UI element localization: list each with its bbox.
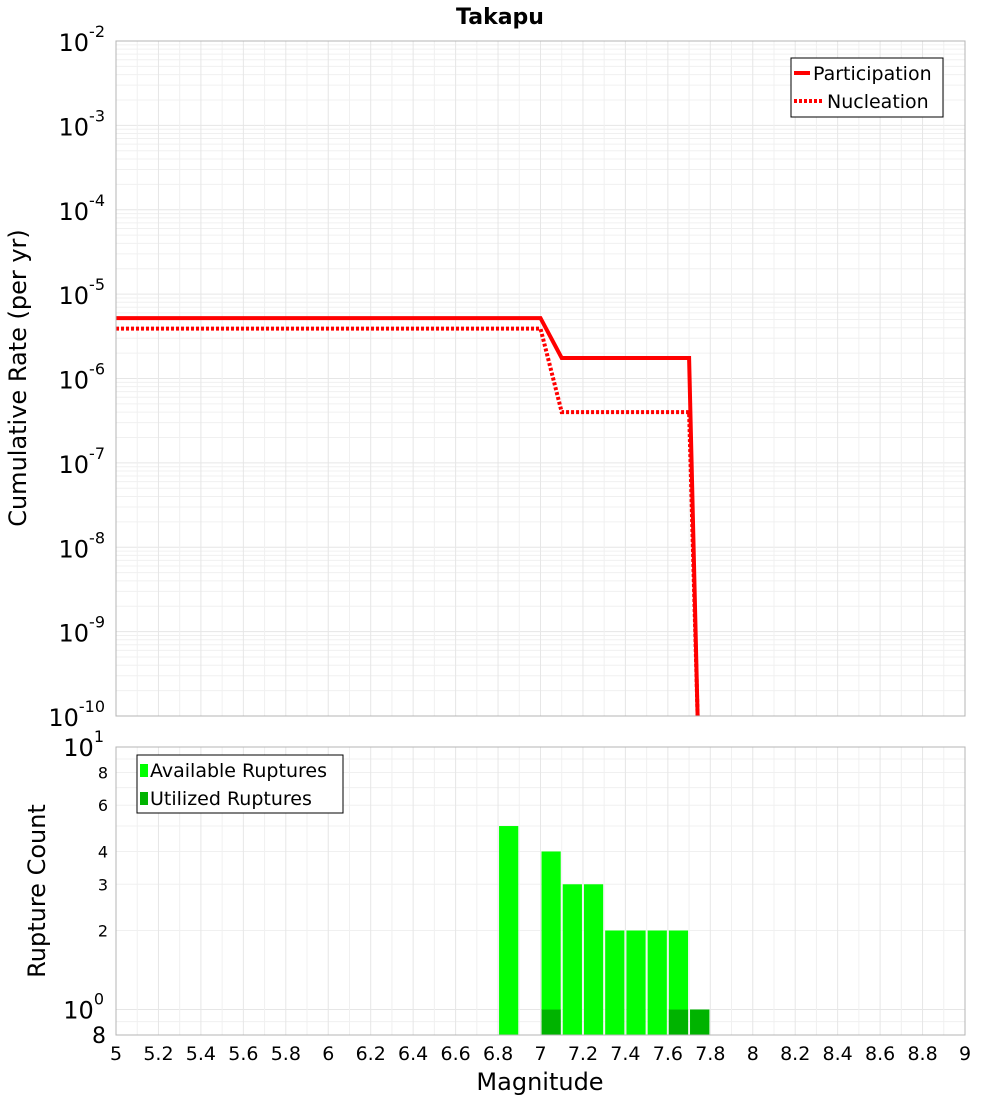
x-tick-label: 8.4 xyxy=(823,1043,853,1065)
x-tick-label: 7.8 xyxy=(695,1043,725,1065)
x-tick-label: 8 xyxy=(747,1043,759,1065)
utilized-rupture-bar xyxy=(690,1009,710,1035)
rate-y-tick-label: 10-3 xyxy=(59,106,106,141)
legend-label-utilized: Utilized Ruptures xyxy=(150,788,312,810)
count-y-minor-tick-label: 4 xyxy=(98,842,108,861)
count-legend: Available Ruptures Utilized Ruptures xyxy=(136,754,344,814)
x-tick-label: 5.4 xyxy=(186,1043,216,1065)
x-tick-label: 6.2 xyxy=(356,1043,386,1065)
available-rupture-bar xyxy=(647,930,667,1035)
x-tick-label: 8.8 xyxy=(907,1043,937,1065)
x-tick-label: 5.8 xyxy=(271,1043,301,1065)
x-tick-label: 7.6 xyxy=(653,1043,683,1065)
rate-plot-frame xyxy=(115,40,966,717)
available-rupture-bar xyxy=(562,884,582,1035)
available-rupture-bar xyxy=(605,930,625,1035)
rate-y-tick-exponent: -2 xyxy=(89,22,105,41)
rate-y-tick-label: 10-6 xyxy=(59,360,106,395)
rate-y-tick-exponent: -7 xyxy=(89,444,105,463)
legend-label-participation: Participation xyxy=(813,63,932,85)
rate-grid xyxy=(115,40,966,717)
count-y-tick-exponent: 0 xyxy=(94,990,104,1009)
legend-label-nucleation: Nucleation xyxy=(827,91,929,113)
count-y-minor-tick-label: 8 xyxy=(92,1024,106,1049)
legend-swatch-available xyxy=(140,764,148,777)
x-tick-label: 8.6 xyxy=(865,1043,895,1065)
count-plot-frame xyxy=(115,746,966,1036)
x-tick-label: 6.8 xyxy=(483,1043,513,1065)
count-y-minor-tick-label: 3 xyxy=(98,875,108,894)
legend-label-available: Available Ruptures xyxy=(150,760,327,782)
rate-legend-box xyxy=(790,57,944,118)
count-y-minor-tick-label: 8 xyxy=(98,763,108,782)
rate-legend: Participation Nucleation xyxy=(790,57,944,118)
rate-y-tick-label: 10-7 xyxy=(59,444,106,479)
available-rupture-bar xyxy=(583,884,604,1035)
x-tick-label: 9 xyxy=(959,1043,971,1065)
rate-y-tick-label: 10-4 xyxy=(59,191,106,226)
rate-y-tick-exponent: -5 xyxy=(89,275,105,294)
rate-y-tick-exponent: -3 xyxy=(89,106,105,125)
count-y-tick-label: 101 xyxy=(63,727,104,762)
available-rupture-bar xyxy=(499,826,519,1035)
rate-y-tick-label: 10-2 xyxy=(59,22,106,57)
rate-y-axis-label: Cumulative Rate (per yr) xyxy=(4,229,32,527)
count-legend-box xyxy=(136,754,344,814)
rate-y-tick-exponent: -4 xyxy=(89,191,105,210)
count-y-minor-tick-label: 6 xyxy=(98,796,108,815)
series-line-participation xyxy=(116,316,700,717)
count-y-tick-exponent: 1 xyxy=(94,727,104,746)
x-tick-label: 6 xyxy=(322,1043,334,1065)
available-rupture-bar xyxy=(541,851,561,1035)
available-rupture-bar xyxy=(668,930,689,1035)
count-y-axis-label: Rupture Count xyxy=(23,804,51,978)
x-tick-label: 7.2 xyxy=(568,1043,598,1065)
legend-swatch-utilized xyxy=(140,792,148,805)
x-tick-label: 5.2 xyxy=(143,1043,173,1065)
rate-y-tick-exponent: -8 xyxy=(89,528,105,547)
x-axis-label: Magnitude xyxy=(476,1068,603,1096)
rate-y-tick-exponent: -6 xyxy=(89,360,105,379)
rate-y-tick-label: 10-9 xyxy=(59,613,106,648)
utilized-rupture-bar xyxy=(668,1009,689,1035)
count-x-ticks: 5 5.2 5.4 5.6 5.8 6 6.2 6.4 6.6 6.8 7 7.2 7.4 7.6 7.8 8… xyxy=(110,1043,971,1065)
x-tick-label: 5 xyxy=(110,1043,122,1065)
count-y-tick-label: 100 xyxy=(63,990,104,1025)
series-line-nucleation xyxy=(116,326,700,717)
x-tick-label: 6.6 xyxy=(440,1043,470,1065)
x-tick-label: 6.4 xyxy=(398,1043,428,1065)
rate-y-tick-exponent: -10 xyxy=(79,697,105,716)
chart-title: Takapu xyxy=(456,5,544,30)
x-tick-label: 7.4 xyxy=(610,1043,640,1065)
rate-series xyxy=(116,316,700,717)
count-bars xyxy=(499,826,710,1035)
rate-y-tick-label: 10-5 xyxy=(59,275,106,310)
x-tick-label: 7 xyxy=(534,1043,546,1065)
x-tick-label: 8.2 xyxy=(780,1043,810,1065)
available-rupture-bar xyxy=(626,930,646,1035)
rate-y-tick-exponent: -9 xyxy=(89,613,105,632)
x-tick-label: 5.6 xyxy=(228,1043,258,1065)
utilized-rupture-bar xyxy=(541,1009,561,1035)
count-y-minor-tick-label: 2 xyxy=(98,922,108,941)
rate-y-tick-label: 10-8 xyxy=(59,528,106,563)
